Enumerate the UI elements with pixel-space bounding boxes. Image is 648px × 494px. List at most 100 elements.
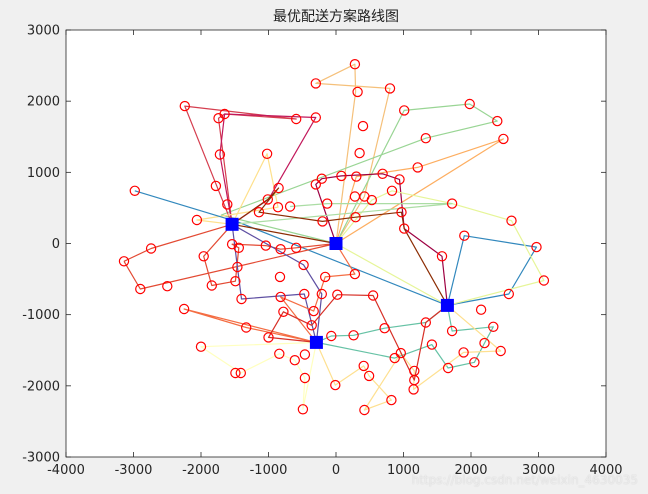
customer-point bbox=[492, 115, 503, 127]
customer-point bbox=[399, 105, 410, 116]
customer-point bbox=[352, 86, 363, 98]
y-tick-label: -3000 bbox=[22, 451, 60, 466]
depot-marker-2 bbox=[329, 237, 343, 250]
x-tick-label: -4000 bbox=[47, 463, 85, 478]
customer-point bbox=[475, 304, 487, 315]
customer-point bbox=[506, 215, 517, 226]
customer-point bbox=[213, 112, 224, 124]
customer-point bbox=[377, 168, 388, 179]
customer-point bbox=[420, 317, 431, 328]
depot-marker-3 bbox=[440, 298, 454, 312]
customer-point bbox=[379, 323, 390, 334]
customer-point bbox=[129, 185, 140, 196]
customer-point bbox=[326, 330, 337, 342]
x-tick-label: 1000 bbox=[387, 463, 420, 478]
customer-point bbox=[384, 83, 396, 94]
customer-point bbox=[426, 339, 438, 350]
customer-point bbox=[236, 293, 247, 305]
customer-point bbox=[503, 288, 514, 300]
customer-point bbox=[297, 404, 309, 415]
x-tick-label: -3000 bbox=[115, 463, 153, 478]
customer-point bbox=[135, 283, 146, 295]
customer-point bbox=[235, 367, 246, 379]
customer-point bbox=[446, 198, 458, 209]
customer-point bbox=[479, 337, 490, 349]
customer-point bbox=[354, 147, 365, 159]
customer-point bbox=[299, 349, 311, 360]
customer-point bbox=[359, 404, 370, 416]
x-tick-label: 2000 bbox=[454, 463, 487, 478]
y-tick-label: 1000 bbox=[27, 166, 60, 181]
customer-point bbox=[408, 384, 419, 395]
x-tick-label: 3000 bbox=[522, 463, 555, 478]
customer-point bbox=[330, 379, 341, 391]
customer-point bbox=[310, 112, 321, 123]
customer-point bbox=[531, 241, 542, 253]
customer-point bbox=[495, 345, 506, 357]
customer-point bbox=[291, 242, 302, 253]
customer-point bbox=[317, 216, 328, 227]
customer-point bbox=[275, 291, 286, 303]
customer-point bbox=[206, 280, 217, 291]
customer-point bbox=[191, 214, 203, 226]
customer-point bbox=[240, 322, 252, 333]
customer-point bbox=[179, 100, 190, 112]
customer-point bbox=[275, 243, 286, 255]
customer-point bbox=[469, 357, 480, 368]
y-tick-label: 2000 bbox=[27, 95, 60, 110]
route-line-2 bbox=[220, 103, 498, 245]
customer-point bbox=[399, 223, 410, 234]
customer-point bbox=[284, 201, 296, 212]
customer-point bbox=[386, 394, 397, 406]
customer-point bbox=[310, 179, 321, 190]
customer-point bbox=[358, 360, 369, 372]
axes-layer: -4000 -3000 -2000 -1000 0 1000 2000 3000 4000-30… bbox=[22, 24, 622, 479]
depot-marker-4 bbox=[309, 335, 323, 349]
customer-point bbox=[222, 199, 233, 210]
x-tick-label: 0 bbox=[332, 463, 340, 478]
customer-point bbox=[357, 120, 369, 132]
customer-point bbox=[261, 148, 273, 159]
customer-point bbox=[351, 171, 362, 182]
routes-layer bbox=[123, 63, 545, 411]
customer-point bbox=[274, 271, 286, 283]
route-line-8 bbox=[315, 173, 448, 306]
customer-point bbox=[446, 325, 458, 337]
customer-point bbox=[348, 330, 359, 341]
route-line-18 bbox=[231, 187, 448, 306]
customer-point bbox=[278, 306, 289, 317]
customer-point bbox=[262, 194, 273, 205]
customer-point bbox=[230, 367, 241, 379]
route-line-12 bbox=[231, 223, 323, 343]
customer-point bbox=[396, 206, 407, 218]
customer-point bbox=[263, 332, 274, 343]
customer-point bbox=[145, 243, 157, 254]
customer-point bbox=[162, 281, 173, 292]
customer-point bbox=[389, 352, 400, 364]
customer-point bbox=[291, 113, 302, 125]
depot-marker-1 bbox=[225, 217, 239, 231]
customer-point bbox=[260, 240, 271, 251]
customer-point bbox=[320, 271, 331, 283]
customer-point bbox=[308, 305, 319, 317]
customer-point bbox=[306, 320, 317, 331]
customer-point bbox=[538, 275, 550, 286]
customer-point bbox=[336, 170, 347, 182]
route-line-16 bbox=[315, 304, 502, 411]
customer-point bbox=[272, 201, 284, 213]
customer-point bbox=[442, 362, 454, 374]
route-line-10 bbox=[232, 203, 453, 225]
customer-point bbox=[233, 242, 244, 253]
customer-point bbox=[395, 347, 406, 359]
customer-point bbox=[420, 132, 431, 144]
x-tick-label: -2000 bbox=[182, 463, 220, 478]
customer-point bbox=[274, 348, 285, 359]
customer-point bbox=[214, 149, 226, 160]
customer-point bbox=[464, 98, 475, 110]
route-line-1 bbox=[315, 63, 391, 244]
x-tick-label: -1000 bbox=[250, 463, 288, 478]
customer-point bbox=[178, 303, 190, 315]
customer-point bbox=[289, 355, 300, 366]
